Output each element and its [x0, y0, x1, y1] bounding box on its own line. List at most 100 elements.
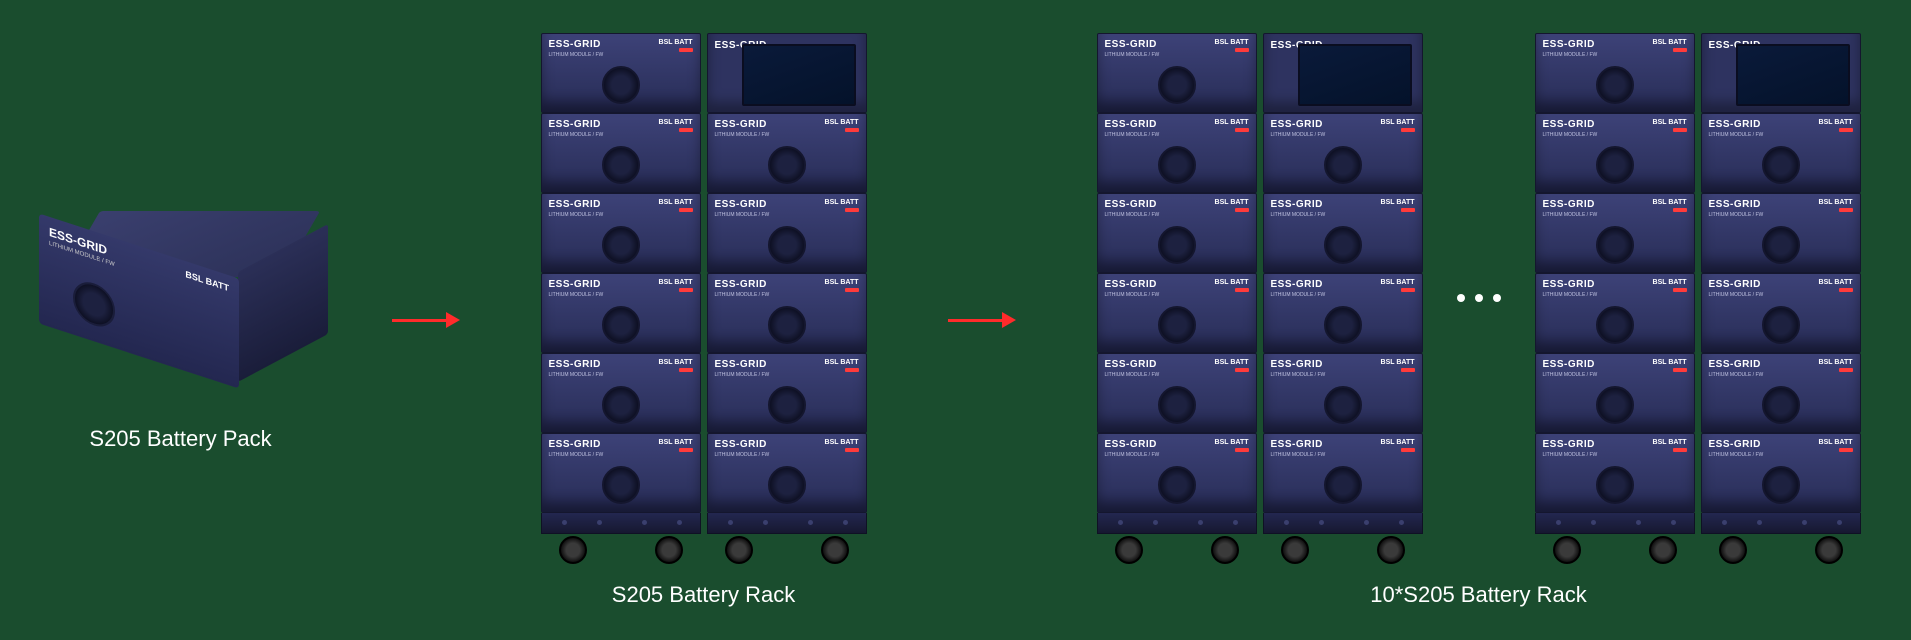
rack-label: S205 Battery Rack	[612, 582, 795, 608]
module-title: ESS-GRID	[1709, 359, 1761, 370]
indicator-icon	[1235, 448, 1249, 452]
rack-column: ESS-GRIDLITHIUM MODULE / FWBSL BATTESS-G…	[541, 33, 867, 608]
fan-icon	[1596, 466, 1634, 504]
module-title: ESS-GRID	[1105, 39, 1157, 50]
module-subtitle: LITHIUM MODULE / FW	[1543, 212, 1598, 218]
rack-tower: ESS-GRID LITHIUM MODULE / FW BSL BATT ESS-G…	[541, 33, 701, 564]
module-subtitle: LITHIUM MODULE / FW	[549, 132, 604, 138]
module-brand: BSL BATT	[1653, 279, 1687, 286]
wheel-icon	[1553, 536, 1581, 564]
fan-icon	[1324, 466, 1362, 504]
module-subtitle: LITHIUM MODULE / FW	[1709, 452, 1764, 458]
module-subtitle: LITHIUM MODULE / FW	[715, 372, 770, 378]
module-subtitle: LITHIUM MODULE / FW	[1271, 292, 1326, 298]
module-title: ESS-GRID	[1105, 199, 1157, 210]
battery-pack-3d: ESS-GRID LITHIUM MODULE / FW BSL BATT	[51, 188, 311, 398]
fan-icon	[1324, 306, 1362, 344]
indicator-icon	[1673, 288, 1687, 292]
module-subtitle: LITHIUM MODULE / FW	[1105, 212, 1160, 218]
indicator-icon	[679, 368, 693, 372]
rack-wheels	[1701, 536, 1861, 564]
rack-wheels	[1263, 536, 1423, 564]
module-title: ESS-GRID	[1543, 359, 1595, 370]
module-subtitle: LITHIUM MODULE / FW	[715, 452, 770, 458]
battery-module: ESS-GRID LITHIUM MODULE / FW BSL BATT	[1535, 273, 1695, 353]
display-screen	[1736, 44, 1850, 106]
indicator-icon	[679, 128, 693, 132]
rack-tower: ESS-GRIDLITHIUM MODULE / FWBSL BATTESS-G…	[1097, 33, 1257, 564]
battery-module: ESS-GRIDLITHIUM MODULE / FWBSL BATT	[707, 193, 867, 273]
module-brand: BSL BATT	[1653, 439, 1687, 446]
fan-icon	[1158, 466, 1196, 504]
battery-module: ESS-GRIDLITHIUM MODULE / FWBSL BATT	[1701, 273, 1861, 353]
pack-label: S205 Battery Pack	[89, 426, 271, 452]
indicator-icon	[1401, 448, 1415, 452]
module-title: ESS-GRID	[549, 439, 601, 450]
indicator-icon	[1235, 288, 1249, 292]
indicator-icon	[1673, 48, 1687, 52]
wheel-icon	[1377, 536, 1405, 564]
module-title: ESS-GRID	[1271, 439, 1323, 450]
wheel-icon	[1719, 536, 1747, 564]
module-brand: BSL BATT	[1215, 279, 1249, 286]
wheel-icon	[1649, 536, 1677, 564]
module-title: ESS-GRID	[715, 199, 767, 210]
battery-module: ESS-GRIDLITHIUM MODULE / FWBSL BATT	[1263, 113, 1423, 193]
battery-module: ESS-GRIDLITHIUM MODULE / FWBSL BATT	[1701, 193, 1861, 273]
module-subtitle: LITHIUM MODULE / FW	[549, 212, 604, 218]
module-title: ESS-GRID	[549, 199, 601, 210]
arrow-icon	[948, 312, 1016, 328]
fan-icon	[602, 66, 640, 104]
module-title: ESS-GRID	[1543, 119, 1595, 130]
module-brand: BSL BATT	[1819, 199, 1853, 206]
module-subtitle: LITHIUM MODULE / FW	[1543, 372, 1598, 378]
pack-brand: BSL BATT	[185, 269, 229, 293]
fan-icon	[768, 146, 806, 184]
wheel-icon	[1115, 536, 1143, 564]
fan-icon	[1158, 146, 1196, 184]
module-title: ESS-GRID	[549, 359, 601, 370]
module-title: ESS-GRID	[549, 119, 601, 130]
module-title: ESS-GRID	[1105, 359, 1157, 370]
indicator-icon	[1401, 368, 1415, 372]
module-brand: BSL BATT	[659, 279, 693, 286]
module-subtitle: LITHIUM MODULE / FW	[1271, 212, 1326, 218]
indicator-icon	[1673, 368, 1687, 372]
battery-module: ESS-GRIDLITHIUM MODULE / FWBSL BATT	[1535, 33, 1695, 113]
rack-base	[1701, 513, 1861, 534]
fan-icon	[1762, 466, 1800, 504]
module-title: ESS-GRID	[1105, 439, 1157, 450]
module-subtitle: LITHIUM MODULE / FW	[1709, 372, 1764, 378]
module-brand: BSL BATT	[1215, 439, 1249, 446]
indicator-icon	[1401, 208, 1415, 212]
module-title: ESS-GRID	[1105, 279, 1157, 290]
battery-module: ESS-GRIDLITHIUM MODULE / FWBSL BATT	[1097, 33, 1257, 113]
module-brand: BSL BATT	[1381, 439, 1415, 446]
indicator-icon	[845, 208, 859, 212]
battery-module: ESS-GRIDLITHIUM MODULE / FWBSL BATT	[707, 353, 867, 433]
rack-tower: ESS-GRIDESS-GRIDLITHIUM MODULE / FWBSL B…	[707, 33, 867, 564]
module-subtitle: LITHIUM MODULE / FW	[549, 292, 604, 298]
module-title: ESS-GRID	[1543, 279, 1595, 290]
control-module: ESS-GRID	[1263, 33, 1423, 113]
indicator-icon	[1839, 288, 1853, 292]
indicator-icon	[845, 128, 859, 132]
battery-module: ESS-GRIDLITHIUM MODULE / FWBSL BATT	[1097, 433, 1257, 513]
module-brand: BSL BATT	[1653, 119, 1687, 126]
fan-icon	[1158, 66, 1196, 104]
battery-module: ESS-GRIDLITHIUM MODULE / FWBSL BATT	[1263, 193, 1423, 273]
module-title: ESS-GRID	[715, 119, 767, 130]
battery-module: ESS-GRIDLITHIUM MODULE / FWBSL BATT	[1535, 433, 1695, 513]
module-subtitle: LITHIUM MODULE / FW	[1543, 292, 1598, 298]
rack10-column: ESS-GRID LITHIUM MODULE / FW BSL BATT ESS-G…	[1097, 33, 1861, 608]
indicator-icon	[1839, 208, 1853, 212]
module-title: ESS-GRID	[1543, 439, 1595, 450]
module-brand: BSL BATT	[1819, 279, 1853, 286]
module-title: ESS-GRID	[1271, 279, 1323, 290]
rack-wheels	[1097, 536, 1257, 564]
module-subtitle: LITHIUM MODULE / FW	[1105, 372, 1160, 378]
rack-pair: ESS-GRIDLITHIUM MODULE / FWBSL BATTESS-G…	[1097, 33, 1423, 564]
wheel-icon	[821, 536, 849, 564]
module-title: ESS-GRID	[1271, 119, 1323, 130]
indicator-icon	[1673, 128, 1687, 132]
